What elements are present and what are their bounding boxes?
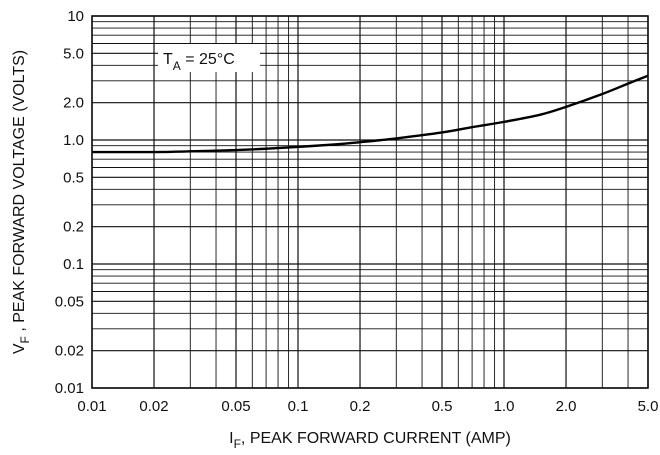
y-tick-label: 0.01	[55, 380, 84, 397]
x-tick-label: 1.0	[494, 398, 515, 415]
x-axis-label: IF, PEAK FORWARD CURRENT (AMP)	[229, 430, 511, 451]
annotation-background	[158, 44, 260, 72]
y-tick-label: 0.1	[63, 256, 84, 273]
x-axis-label-text: , PEAK FORWARD CURRENT (AMP)	[241, 430, 511, 447]
x-tick-label: 0.1	[288, 398, 309, 415]
y-tick-label: 1.0	[63, 132, 84, 149]
annotation-value: = 25°C	[181, 51, 235, 68]
annotation-box: TA = 25°C	[158, 44, 260, 73]
tick-labels: 0.01 0.02 0.05 0.1 0.2 0.5 1.0 2.0 5.0 0.01 0.02 0.…	[55, 8, 659, 415]
y-tick-label: 5.0	[63, 45, 84, 62]
x-axis-label-symbol: I	[229, 430, 233, 447]
forward-voltage-curve	[91, 74, 649, 154]
y-tick-label: 10	[67, 8, 84, 25]
x-tick-label: 0.5	[432, 398, 453, 415]
y-axis-label-text: , PEAK FORWARD VOLTAGE (VOLTS)	[11, 50, 28, 336]
y-tick-label: 0.5	[63, 169, 84, 186]
annotation-subscript: A	[173, 59, 181, 73]
x-tick-label: 5.0	[638, 398, 659, 415]
x-tick-label: 2.0	[556, 398, 577, 415]
y-tick-label: 0.05	[55, 293, 84, 310]
y-tick-label: 0.02	[55, 343, 84, 360]
y-axis-label: VF , PEAK FORWARD VOLTAGE (VOLTS)	[11, 50, 32, 354]
annotation-symbol: T	[163, 51, 173, 68]
x-tick-label: 0.2	[350, 398, 371, 415]
plot-frame	[91, 15, 649, 389]
y-tick-label: 2.0	[63, 95, 84, 112]
curve-layer	[91, 74, 649, 154]
x-tick-label: 0.01	[77, 398, 106, 415]
annotation-text: TA = 25°C	[163, 51, 235, 73]
y-tick-label: 0.2	[63, 219, 84, 236]
x-axis-label-subscript: F	[234, 437, 241, 451]
y-axis-label-symbol: V	[11, 343, 28, 354]
x-tick-label: 0.02	[139, 398, 168, 415]
y-axis-label-subscript: F	[18, 336, 32, 343]
x-tick-label: 0.05	[221, 398, 250, 415]
